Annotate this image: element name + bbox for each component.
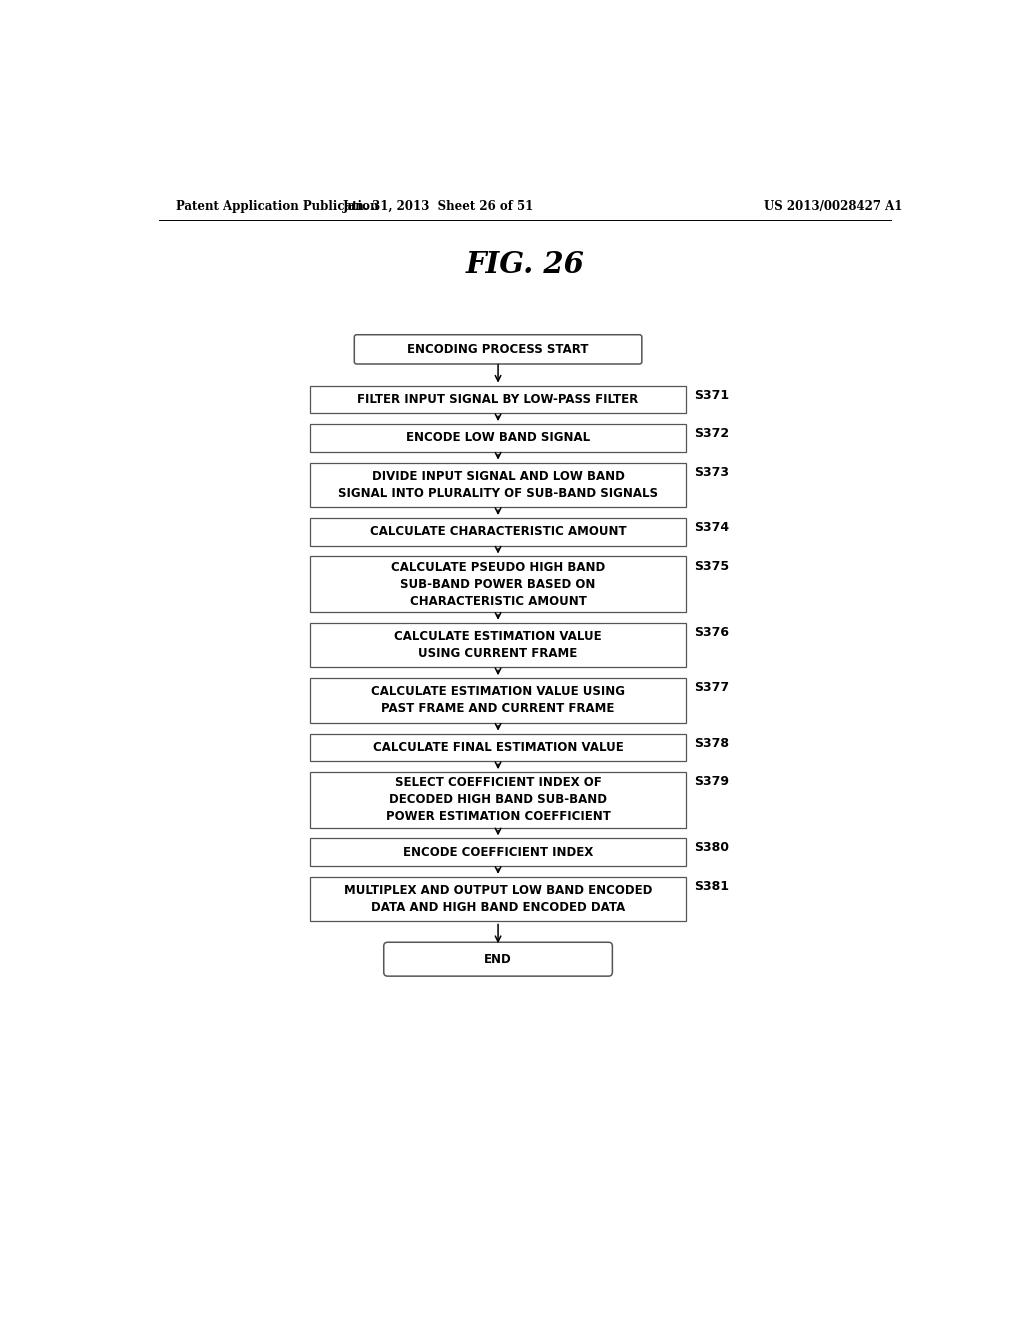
Text: END: END: [484, 953, 512, 966]
Bar: [310, 517, 686, 545]
Bar: [310, 462, 686, 507]
Text: Patent Application Publication: Patent Application Publication: [176, 199, 379, 213]
Text: SELECT COEFFICIENT INDEX OF
DECODED HIGH BAND SUB-BAND
POWER ESTIMATION COEFFICI: SELECT COEFFICIENT INDEX OF DECODED HIGH…: [386, 776, 610, 824]
Text: DIVIDE INPUT SIGNAL AND LOW BAND
SIGNAL INTO PLURALITY OF SUB-BAND SIGNALS: DIVIDE INPUT SIGNAL AND LOW BAND SIGNAL …: [338, 470, 658, 500]
Text: S372: S372: [693, 428, 729, 440]
Text: CALCULATE ESTIMATION VALUE
USING CURRENT FRAME: CALCULATE ESTIMATION VALUE USING CURRENT…: [394, 630, 602, 660]
Bar: [310, 876, 686, 921]
Bar: [310, 623, 686, 668]
Text: CALCULATE FINAL ESTIMATION VALUE: CALCULATE FINAL ESTIMATION VALUE: [373, 741, 624, 754]
Text: S380: S380: [693, 841, 729, 854]
Text: S377: S377: [693, 681, 729, 694]
FancyBboxPatch shape: [354, 335, 642, 364]
Bar: [310, 838, 686, 866]
Text: ENCODE COEFFICIENT INDEX: ENCODE COEFFICIENT INDEX: [402, 846, 593, 859]
Text: MULTIPLEX AND OUTPUT LOW BAND ENCODED
DATA AND HIGH BAND ENCODED DATA: MULTIPLEX AND OUTPUT LOW BAND ENCODED DA…: [344, 884, 652, 915]
Bar: [310, 424, 686, 451]
Text: ENCODING PROCESS START: ENCODING PROCESS START: [408, 343, 589, 356]
Bar: [310, 385, 686, 413]
Text: ENCODE LOW BAND SIGNAL: ENCODE LOW BAND SIGNAL: [406, 432, 590, 445]
Text: S376: S376: [693, 626, 729, 639]
Bar: [310, 734, 686, 762]
Text: US 2013/0028427 A1: US 2013/0028427 A1: [764, 199, 902, 213]
Text: S375: S375: [693, 560, 729, 573]
Text: S378: S378: [693, 737, 729, 750]
Bar: [310, 557, 686, 612]
Bar: [310, 678, 686, 723]
Bar: [310, 772, 686, 828]
Text: S379: S379: [693, 775, 729, 788]
Text: Jan. 31, 2013  Sheet 26 of 51: Jan. 31, 2013 Sheet 26 of 51: [342, 199, 534, 213]
Text: FIG. 26: FIG. 26: [465, 251, 585, 279]
Text: CALCULATE PSEUDO HIGH BAND
SUB-BAND POWER BASED ON
CHARACTERISTIC AMOUNT: CALCULATE PSEUDO HIGH BAND SUB-BAND POWE…: [391, 561, 605, 607]
Text: S381: S381: [693, 880, 729, 892]
Text: CALCULATE CHARACTERISTIC AMOUNT: CALCULATE CHARACTERISTIC AMOUNT: [370, 525, 627, 539]
Text: S374: S374: [693, 521, 729, 535]
Text: CALCULATE ESTIMATION VALUE USING
PAST FRAME AND CURRENT FRAME: CALCULATE ESTIMATION VALUE USING PAST FR…: [371, 685, 625, 715]
Text: FILTER INPUT SIGNAL BY LOW-PASS FILTER: FILTER INPUT SIGNAL BY LOW-PASS FILTER: [357, 393, 639, 407]
Text: S373: S373: [693, 466, 729, 479]
FancyBboxPatch shape: [384, 942, 612, 977]
Text: S371: S371: [693, 388, 729, 401]
